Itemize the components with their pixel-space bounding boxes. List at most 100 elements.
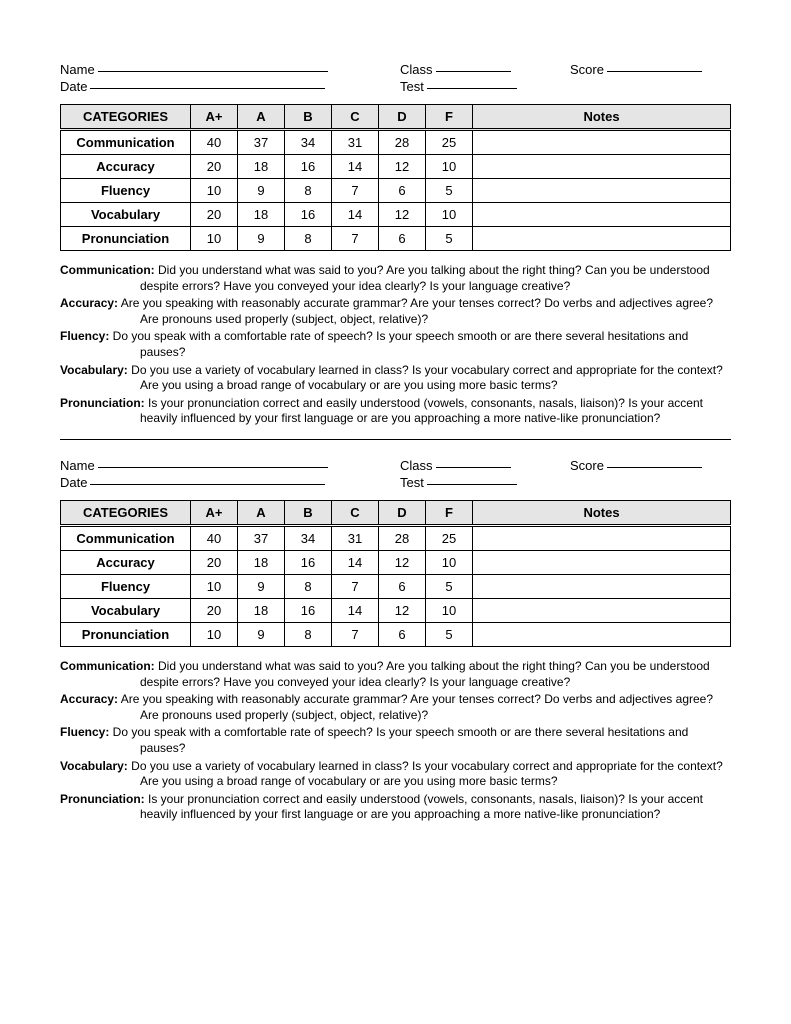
table-row: Vocabulary201816141210 bbox=[61, 203, 731, 227]
score-cell: 10 bbox=[191, 622, 238, 646]
name-label: Name bbox=[60, 62, 95, 77]
name-label: Name bbox=[60, 458, 95, 473]
score-cell: 8 bbox=[285, 227, 332, 251]
score-cell: 5 bbox=[426, 622, 473, 646]
test-line[interactable] bbox=[427, 484, 517, 485]
rubric-tbody-1: Communication403734312825Accuracy2018161… bbox=[61, 130, 731, 251]
description-item: Pronunciation: Is your pronunciation cor… bbox=[60, 396, 731, 427]
th-a-plus: A+ bbox=[191, 105, 238, 130]
description-item: Fluency: Do you speak with a comfortable… bbox=[60, 329, 731, 360]
description-item: Fluency: Do you speak with a comfortable… bbox=[60, 725, 731, 756]
notes-cell[interactable] bbox=[473, 130, 731, 155]
description-label: Pronunciation: bbox=[60, 792, 145, 806]
category-cell: Fluency bbox=[61, 179, 191, 203]
th-f: F bbox=[426, 105, 473, 130]
score-cell: 37 bbox=[238, 525, 285, 550]
th-b: B bbox=[285, 105, 332, 130]
th-a-plus: A+ bbox=[191, 500, 238, 525]
notes-cell[interactable] bbox=[473, 525, 731, 550]
notes-cell[interactable] bbox=[473, 155, 731, 179]
score-cell: 10 bbox=[191, 227, 238, 251]
notes-cell[interactable] bbox=[473, 179, 731, 203]
description-text: Is your pronunciation correct and easily… bbox=[140, 396, 703, 426]
score-cell: 9 bbox=[238, 574, 285, 598]
th-notes: Notes bbox=[473, 105, 731, 130]
test-line[interactable] bbox=[427, 88, 517, 89]
description-item: Vocabulary: Do you use a variety of voca… bbox=[60, 363, 731, 394]
th-b: B bbox=[285, 500, 332, 525]
score-cell: 18 bbox=[238, 598, 285, 622]
description-label: Vocabulary: bbox=[60, 759, 128, 773]
notes-cell[interactable] bbox=[473, 622, 731, 646]
score-cell: 6 bbox=[379, 227, 426, 251]
name-line[interactable] bbox=[98, 71, 328, 72]
description-text: Do you use a variety of vocabulary learn… bbox=[128, 759, 723, 789]
notes-cell[interactable] bbox=[473, 574, 731, 598]
description-item: Pronunciation: Is your pronunciation cor… bbox=[60, 792, 731, 823]
score-line[interactable] bbox=[607, 71, 702, 72]
category-cell: Fluency bbox=[61, 574, 191, 598]
notes-cell[interactable] bbox=[473, 598, 731, 622]
description-item: Communication: Did you understand what w… bbox=[60, 263, 731, 294]
name-line[interactable] bbox=[98, 467, 328, 468]
category-cell: Communication bbox=[61, 525, 191, 550]
rubric-table-1: CATEGORIES A+ A B C D F Notes Communicat… bbox=[60, 104, 731, 251]
table-row: Communication403734312825 bbox=[61, 525, 731, 550]
section-divider bbox=[60, 439, 731, 440]
class-line[interactable] bbox=[436, 71, 511, 72]
table-header-row: CATEGORIES A+ A B C D F Notes bbox=[61, 105, 731, 130]
field-row-2b: Date Test bbox=[60, 475, 731, 490]
th-d: D bbox=[379, 105, 426, 130]
date-line[interactable] bbox=[90, 484, 325, 485]
score-cell: 10 bbox=[426, 598, 473, 622]
th-c: C bbox=[332, 105, 379, 130]
score-cell: 8 bbox=[285, 622, 332, 646]
score-line[interactable] bbox=[607, 467, 702, 468]
score-cell: 18 bbox=[238, 550, 285, 574]
th-c: C bbox=[332, 500, 379, 525]
score-cell: 40 bbox=[191, 130, 238, 155]
rubric-table-2: CATEGORIES A+ A B C D F Notes Communicat… bbox=[60, 500, 731, 647]
score-cell: 6 bbox=[379, 622, 426, 646]
description-text: Is your pronunciation correct and easily… bbox=[140, 792, 703, 822]
table-row: Fluency1098765 bbox=[61, 179, 731, 203]
score-cell: 12 bbox=[379, 550, 426, 574]
score-cell: 7 bbox=[332, 622, 379, 646]
notes-cell[interactable] bbox=[473, 227, 731, 251]
score-cell: 10 bbox=[191, 574, 238, 598]
score-cell: 7 bbox=[332, 179, 379, 203]
score-cell: 40 bbox=[191, 525, 238, 550]
category-cell: Communication bbox=[61, 130, 191, 155]
score-cell: 16 bbox=[285, 550, 332, 574]
table-row: Pronunciation1098765 bbox=[61, 227, 731, 251]
score-cell: 25 bbox=[426, 525, 473, 550]
field-row-1b: Name Class Score bbox=[60, 458, 731, 473]
description-label: Fluency: bbox=[60, 329, 109, 343]
th-a: A bbox=[238, 105, 285, 130]
score-cell: 10 bbox=[426, 550, 473, 574]
table-row: Fluency1098765 bbox=[61, 574, 731, 598]
notes-cell[interactable] bbox=[473, 203, 731, 227]
score-cell: 12 bbox=[379, 598, 426, 622]
score-cell: 20 bbox=[191, 155, 238, 179]
category-cell: Pronunciation bbox=[61, 622, 191, 646]
notes-cell[interactable] bbox=[473, 550, 731, 574]
score-cell: 9 bbox=[238, 179, 285, 203]
score-cell: 6 bbox=[379, 574, 426, 598]
table-row: Communication403734312825 bbox=[61, 130, 731, 155]
field-row-1: Name Class Score bbox=[60, 62, 731, 77]
description-label: Communication: bbox=[60, 659, 155, 673]
description-text: Did you understand what was said to you?… bbox=[140, 659, 710, 689]
description-label: Communication: bbox=[60, 263, 155, 277]
date-line[interactable] bbox=[90, 88, 325, 89]
class-label: Class bbox=[400, 62, 433, 77]
table-row: Accuracy201816141210 bbox=[61, 155, 731, 179]
description-text: Did you understand what was said to you?… bbox=[140, 263, 710, 293]
description-item: Vocabulary: Do you use a variety of voca… bbox=[60, 759, 731, 790]
class-line[interactable] bbox=[436, 467, 511, 468]
description-item: Accuracy: Are you speaking with reasonab… bbox=[60, 692, 731, 723]
score-cell: 34 bbox=[285, 525, 332, 550]
field-row-2: Date Test bbox=[60, 79, 731, 94]
th-categories: CATEGORIES bbox=[61, 500, 191, 525]
score-cell: 28 bbox=[379, 525, 426, 550]
